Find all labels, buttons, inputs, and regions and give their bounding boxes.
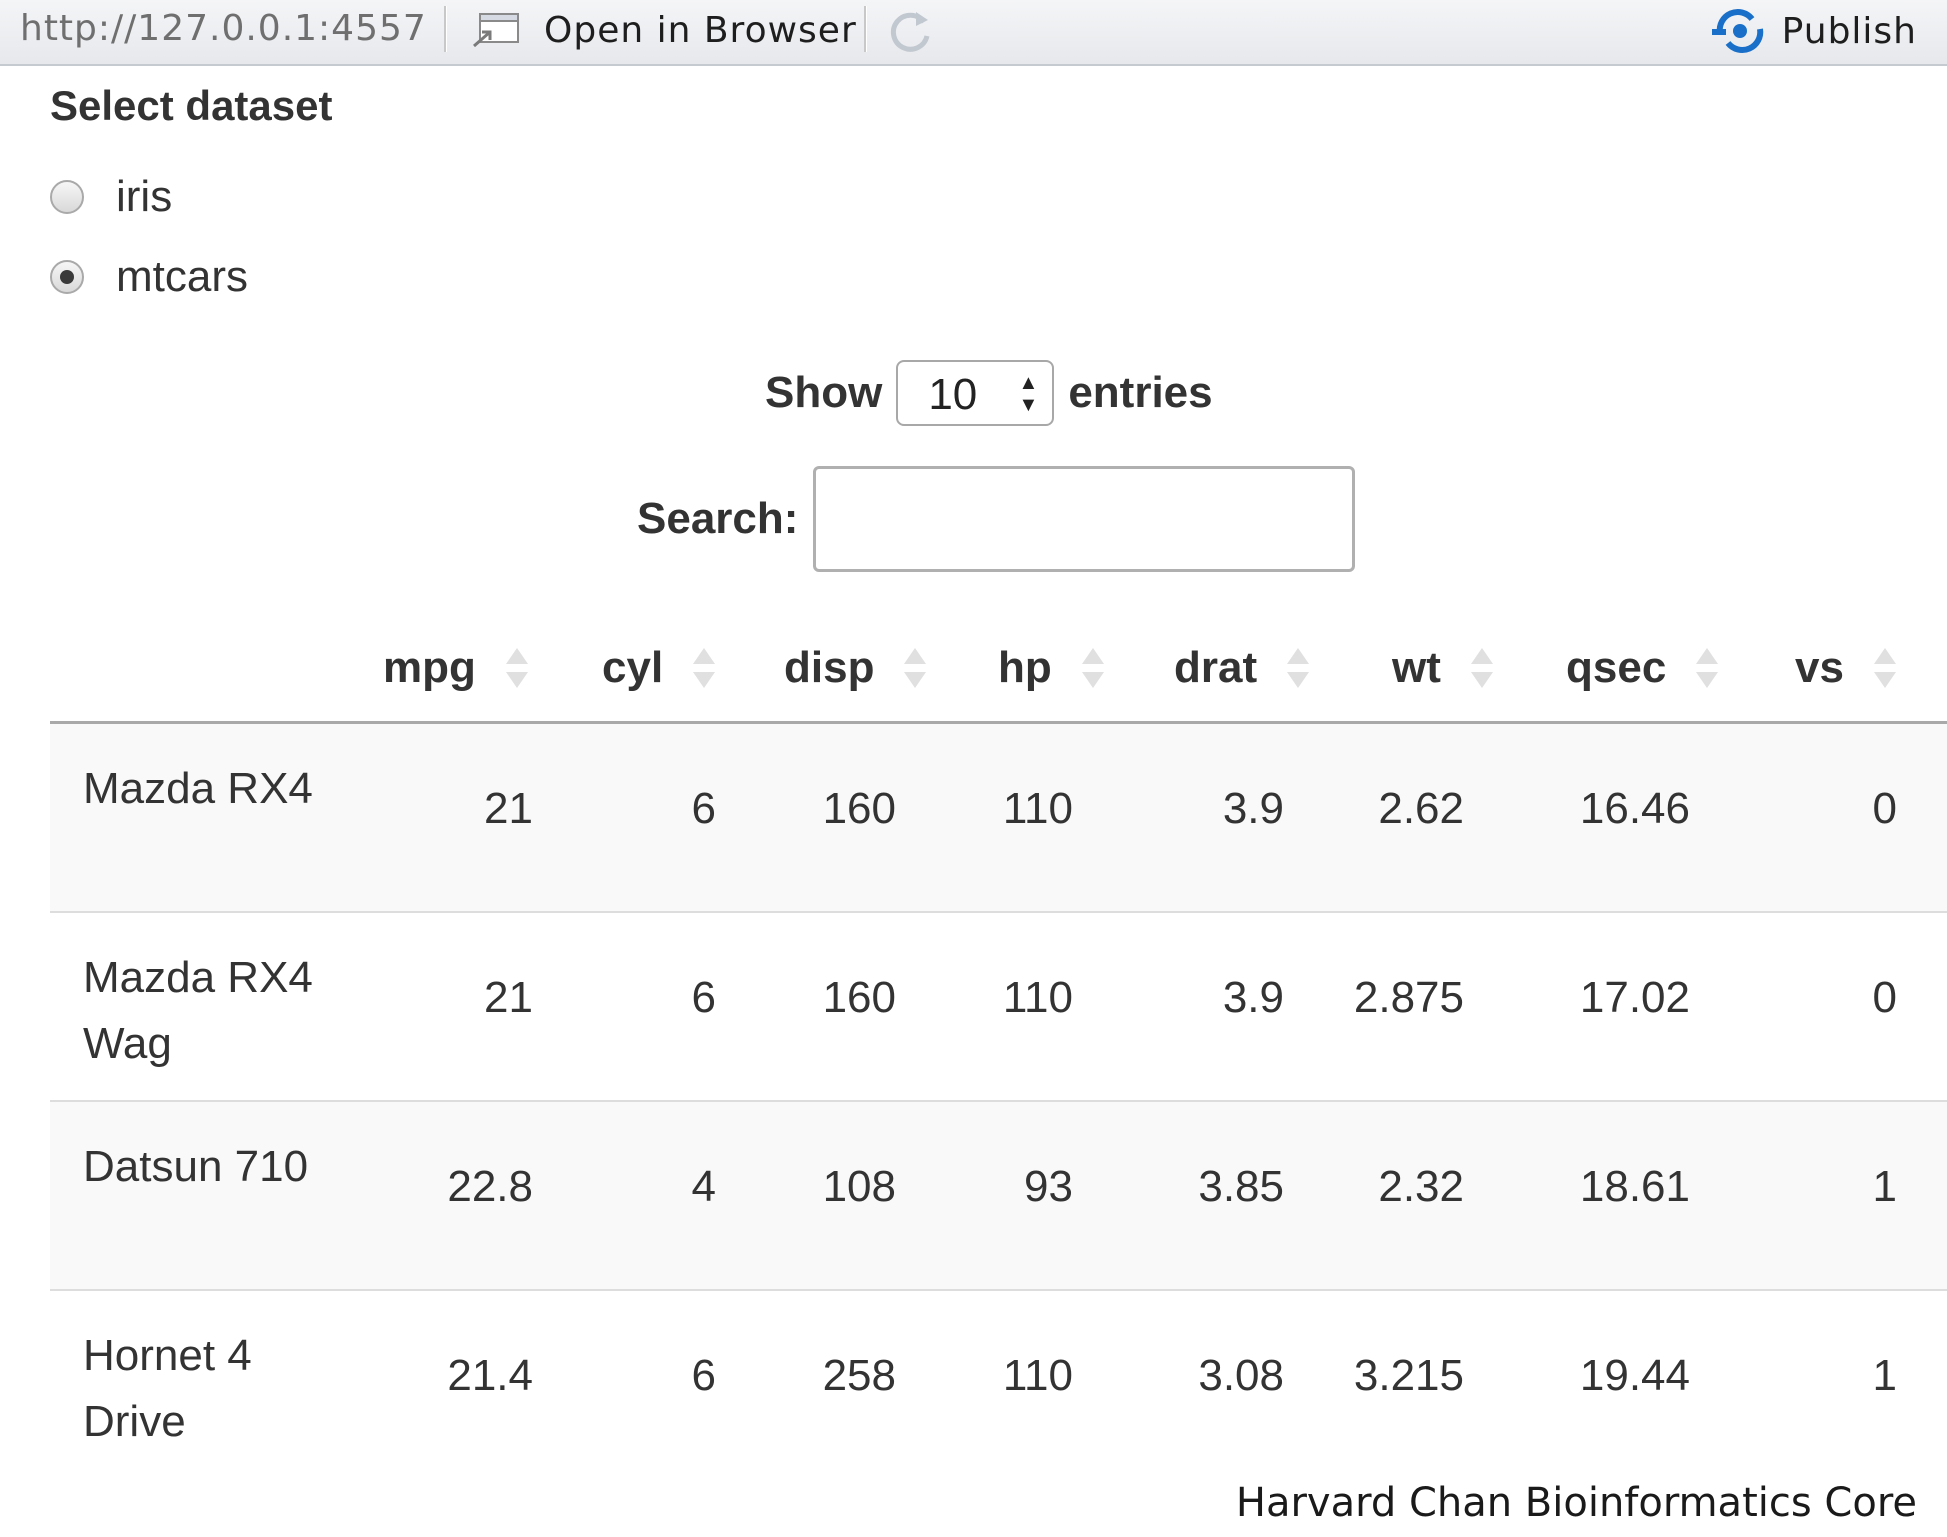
cell-disp: 258: [822, 1351, 896, 1400]
cell-wt: 2.32: [1378, 1162, 1464, 1211]
radio-button[interactable]: [50, 180, 84, 214]
cell-qsec: 17.02: [1579, 973, 1690, 1022]
publish-button[interactable]: Publish: [1711, 4, 1917, 58]
column-label: disp: [784, 643, 875, 692]
row-name: Datsun 710: [83, 1142, 309, 1191]
radio-option-mtcars[interactable]: mtcars: [50, 252, 248, 302]
cell-drat: 3.08: [1198, 1351, 1284, 1400]
radio-label: iris: [116, 172, 173, 221]
column-header-drat[interactable]: drat: [1174, 640, 1310, 696]
cell-mpg: 21.4: [447, 1351, 533, 1400]
sort-icon: [505, 648, 528, 688]
table-row: Datsun 710 22.8 4 108 93 3.85 2.32 18.61…: [50, 1102, 1947, 1291]
data-table: mpg cyl disp hp drat wt qsec vs: [50, 612, 1947, 1480]
column-label: drat: [1174, 643, 1258, 692]
sort-icon: [693, 648, 716, 688]
length-control: Show 10 ▲ ▼ entries: [765, 358, 1213, 428]
open-in-browser-icon: [473, 13, 519, 48]
entries-label: entries: [1068, 368, 1213, 417]
entries-length-select[interactable]: 10 ▲ ▼: [896, 360, 1055, 426]
cell-disp: 160: [822, 784, 896, 833]
cell-qsec: 16.46: [1579, 784, 1690, 833]
cell-qsec: 19.44: [1579, 1351, 1690, 1400]
table-row: Hornet 4 Drive 21.4 6 258 110 3.08 3.215…: [50, 1291, 1947, 1480]
footer-credit: Harvard Chan Bioinformatics Core: [1235, 1480, 1917, 1526]
column-label: wt: [1392, 643, 1441, 692]
column-header-cyl[interactable]: cyl: [602, 640, 716, 696]
cell-cyl: 6: [691, 784, 716, 833]
cell-hp: 110: [1002, 1351, 1073, 1400]
cell-vs: 1: [1872, 1351, 1897, 1400]
column-label: qsec: [1566, 643, 1667, 692]
cell-qsec: 18.61: [1579, 1162, 1690, 1211]
cell-vs: 0: [1872, 784, 1897, 833]
open-in-browser-button[interactable]: Open in Browser: [470, 4, 857, 56]
column-label: mpg: [383, 643, 476, 692]
column-header-mpg[interactable]: mpg: [383, 640, 528, 696]
cell-drat: 3.9: [1222, 784, 1284, 833]
open-in-browser-label: Open in Browser: [544, 9, 857, 51]
cell-drat: 3.9: [1222, 973, 1284, 1022]
select-dataset-title: Select dataset: [50, 82, 333, 129]
cell-drat: 3.85: [1198, 1162, 1284, 1211]
cell-cyl: 6: [691, 1351, 716, 1400]
cell-vs: 0: [1872, 973, 1897, 1022]
show-label: Show: [765, 368, 883, 417]
column-label: hp: [998, 643, 1052, 692]
length-value: 10: [928, 370, 978, 419]
row-name: Hornet 4 Drive: [83, 1331, 252, 1446]
column-label: vs: [1795, 643, 1844, 692]
cell-mpg: 22.8: [447, 1162, 533, 1211]
radio-label: mtcars: [116, 252, 248, 301]
select-arrows-icon: ▲ ▼: [1018, 372, 1039, 416]
refresh-icon: [890, 12, 930, 52]
sort-icon: [904, 648, 927, 688]
column-header-hp[interactable]: hp: [998, 640, 1104, 696]
cell-cyl: 4: [691, 1162, 716, 1211]
sort-icon: [1696, 648, 1719, 688]
publish-icon: [1711, 9, 1763, 53]
column-header-wt[interactable]: wt: [1392, 640, 1493, 696]
radio-option-iris[interactable]: iris: [50, 172, 172, 222]
sort-icon: [1287, 648, 1310, 688]
cell-hp: 110: [1002, 973, 1073, 1022]
viewer-toolbar: http://127.0.0.1:4557 Open in Browser Pu…: [0, 0, 1947, 66]
cell-hp: 110: [1002, 784, 1073, 833]
refresh-button[interactable]: [884, 6, 936, 58]
cell-vs: 1: [1872, 1162, 1897, 1211]
cell-mpg: 21: [484, 784, 533, 833]
search-input[interactable]: [813, 466, 1355, 572]
table-header: mpg cyl disp hp drat wt qsec vs: [50, 612, 1947, 724]
row-name: Mazda RX4 Wag: [83, 953, 313, 1068]
table-row: Mazda RX4 21 6 160 110 3.9 2.62 16.46 0: [50, 724, 1947, 913]
column-header-vs[interactable]: vs: [1795, 640, 1896, 696]
radio-button[interactable]: [50, 260, 84, 294]
toolbar-divider: [444, 6, 447, 52]
cell-mpg: 21: [484, 973, 533, 1022]
column-label: cyl: [602, 643, 664, 692]
publish-label: Publish: [1781, 10, 1917, 52]
cell-disp: 108: [822, 1162, 896, 1211]
cell-disp: 160: [822, 973, 896, 1022]
column-header-disp[interactable]: disp: [784, 640, 927, 696]
cell-cyl: 6: [691, 973, 716, 1022]
sort-icon: [1873, 648, 1896, 688]
cell-wt: 3.215: [1353, 1351, 1464, 1400]
sort-icon: [1470, 648, 1493, 688]
url-display: http://127.0.0.1:4557: [20, 8, 427, 49]
cell-wt: 2.62: [1378, 784, 1464, 833]
row-name: Mazda RX4: [83, 764, 313, 813]
column-header-qsec[interactable]: qsec: [1566, 640, 1719, 696]
toolbar-divider: [864, 6, 867, 52]
sort-icon: [1081, 648, 1104, 688]
cell-hp: 93: [1024, 1162, 1073, 1211]
table-row: Mazda RX4 Wag 21 6 160 110 3.9 2.875 17.…: [50, 913, 1947, 1102]
search-label: Search:: [637, 494, 799, 543]
cell-wt: 2.875: [1353, 973, 1464, 1022]
